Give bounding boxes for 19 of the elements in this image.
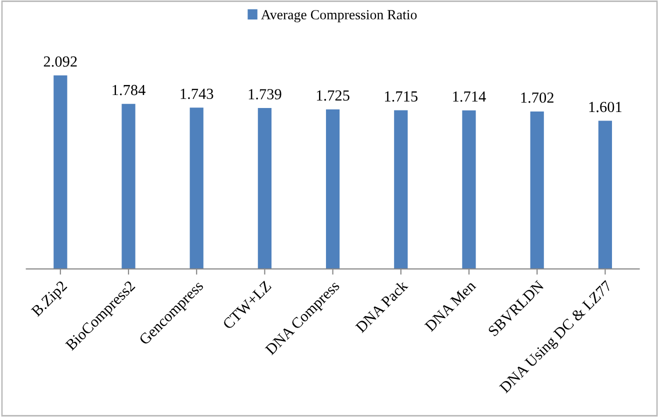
bar xyxy=(394,110,408,269)
data-label: 1.784 xyxy=(112,84,146,96)
data-label: 1.743 xyxy=(180,88,214,100)
bar xyxy=(598,120,612,269)
bar xyxy=(54,75,68,269)
bar xyxy=(530,111,544,269)
bar xyxy=(122,104,136,269)
bar xyxy=(462,110,476,269)
bar xyxy=(190,108,204,269)
bar xyxy=(326,109,340,269)
data-label: 1.725 xyxy=(316,90,350,101)
legend-label: Average Compression Ratio xyxy=(261,10,417,22)
data-label: 1.715 xyxy=(385,91,418,102)
data-label: 2.092 xyxy=(44,56,77,67)
data-label: 1.601 xyxy=(589,102,622,112)
bar xyxy=(258,108,272,269)
data-label: 1.702 xyxy=(521,92,554,103)
data-label: 1.714 xyxy=(453,91,486,102)
data-label: 1.739 xyxy=(248,89,282,100)
